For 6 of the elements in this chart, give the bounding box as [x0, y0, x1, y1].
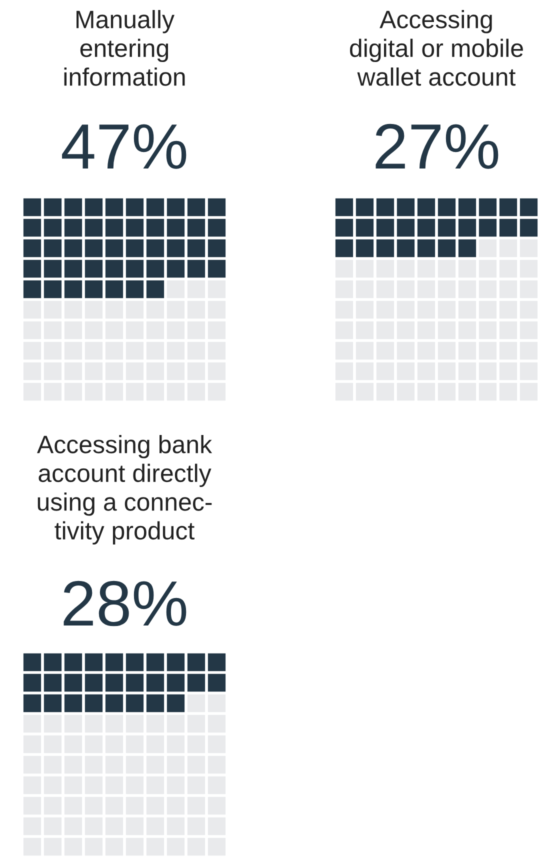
data-label: 47%	[62, 124, 186, 169]
text: Accessing bank account directly using a connec- tivity product	[37, 435, 212, 545]
data-label: 27%	[376, 124, 498, 169]
data-label: 28%	[64, 580, 186, 626]
text: Accessing digital or mobile wallet account	[350, 10, 523, 86]
text: Manually entering information	[64, 10, 185, 86]
